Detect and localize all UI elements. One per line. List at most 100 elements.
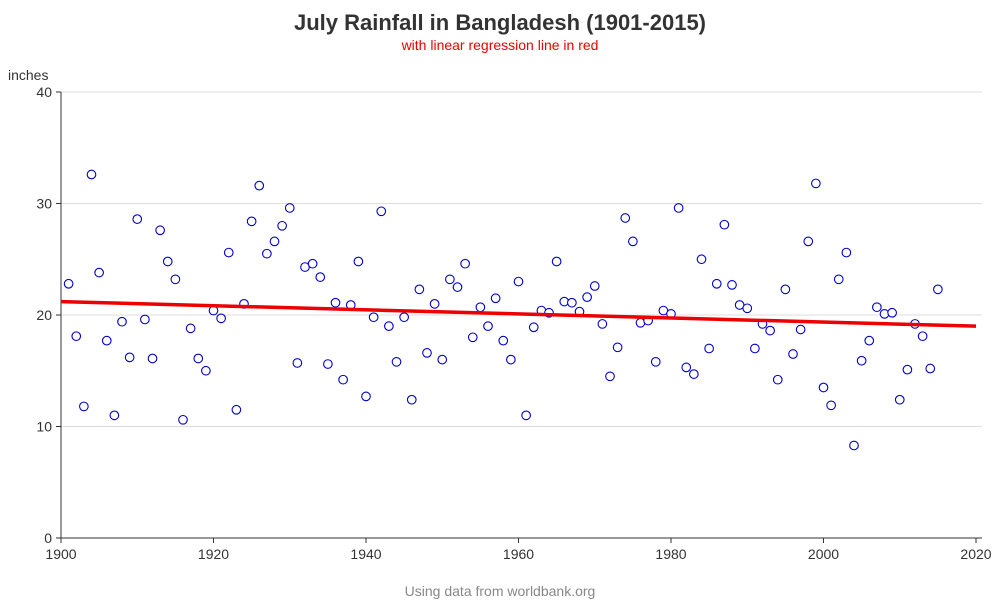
- data-point: [422, 348, 432, 358]
- data-point: [124, 352, 135, 363]
- data-point: [452, 282, 463, 292]
- data-point: [933, 284, 943, 295]
- data-point: [475, 302, 486, 313]
- data-point: [414, 284, 425, 295]
- data-point: [86, 169, 97, 180]
- data-point: [513, 276, 524, 287]
- data-point: [63, 278, 74, 289]
- data-point: [750, 343, 760, 354]
- data-point: [315, 272, 326, 282]
- data-point: [71, 331, 82, 342]
- data-point: [673, 203, 684, 213]
- data-point: [605, 371, 615, 382]
- data-point: [109, 410, 120, 421]
- y-axis-label: inches: [8, 67, 48, 83]
- data-point: [795, 324, 806, 335]
- data-point: [780, 284, 791, 295]
- data-point: [284, 203, 295, 213]
- data-points: [63, 169, 943, 451]
- data-point: [704, 343, 714, 354]
- regression-line-group: [60, 299, 977, 328]
- y-tick-label: 10: [36, 419, 52, 435]
- data-point: [864, 335, 875, 346]
- data-point: [185, 323, 196, 334]
- data-point: [841, 247, 852, 258]
- data-point: [872, 302, 882, 313]
- data-point: [162, 256, 173, 267]
- data-point: [628, 236, 638, 247]
- data-point: [811, 178, 821, 189]
- x-tick-label: 2000: [808, 546, 839, 562]
- data-point: [147, 353, 158, 364]
- x-tick-label: 1920: [198, 546, 229, 562]
- data-point: [117, 316, 127, 327]
- data-point: [170, 274, 181, 285]
- data-point: [612, 342, 623, 353]
- data-point: [765, 325, 775, 336]
- data-point: [925, 363, 936, 374]
- data-point: [406, 394, 417, 405]
- data-point: [330, 297, 341, 308]
- source-footnote: Using data from worldbank.org: [405, 583, 596, 599]
- data-point: [826, 400, 836, 411]
- data-point: [742, 303, 753, 314]
- x-tick-label: 1960: [503, 546, 534, 562]
- data-point: [483, 321, 493, 332]
- data-point: [368, 312, 379, 323]
- data-point: [101, 335, 112, 346]
- x-tick-label: 1940: [350, 546, 381, 562]
- data-point: [262, 248, 272, 259]
- data-point: [902, 364, 913, 375]
- data-point: [193, 353, 204, 364]
- x-tick-label: 1980: [655, 546, 686, 562]
- data-point: [361, 391, 371, 402]
- data-point: [216, 313, 226, 324]
- data-point: [589, 281, 600, 291]
- data-point: [391, 356, 402, 367]
- data-point: [437, 354, 448, 365]
- data-point: [467, 332, 478, 343]
- axes: 0 10 20 30 40 1900 1920 1940 1960 1980 2000 2020: [36, 84, 991, 562]
- data-point: [597, 319, 608, 329]
- data-point: [803, 236, 814, 247]
- regression-line: [60, 299, 977, 328]
- data-point: [620, 213, 631, 223]
- data-point: [551, 256, 562, 267]
- y-tick-label: 0: [44, 530, 52, 546]
- data-point: [711, 278, 722, 289]
- data-point: [772, 374, 783, 385]
- data-point: [323, 359, 333, 369]
- data-point: [132, 214, 143, 224]
- data-point: [376, 206, 387, 217]
- chart-title: July Rainfall in Bangladesh (1901-2015): [294, 10, 706, 35]
- data-point: [849, 440, 859, 451]
- y-tick-label: 30: [36, 196, 52, 212]
- data-point: [307, 258, 318, 269]
- gridlines: [61, 91, 982, 427]
- data-point: [528, 322, 539, 333]
- data-point: [521, 410, 531, 421]
- data-point: [681, 362, 692, 373]
- data-point: [246, 216, 257, 227]
- data-point: [155, 225, 165, 236]
- x-tick-label: 1900: [45, 546, 76, 562]
- data-point: [818, 382, 829, 393]
- data-point: [567, 297, 577, 308]
- data-point: [353, 256, 364, 267]
- data-point: [788, 349, 798, 359]
- data-point: [254, 180, 265, 191]
- data-point: [833, 274, 844, 285]
- data-point: [887, 307, 897, 318]
- data-point: [277, 220, 287, 231]
- data-point: [719, 219, 730, 230]
- x-tick-label: 2020: [960, 546, 991, 562]
- data-point: [460, 258, 470, 269]
- data-point: [689, 369, 699, 379]
- chart-subtitle: with linear regression line in red: [401, 37, 599, 53]
- data-point: [498, 335, 509, 346]
- y-tick-label: 20: [36, 307, 52, 323]
- data-point: [399, 312, 409, 323]
- data-point: [79, 401, 89, 412]
- data-point: [727, 280, 737, 290]
